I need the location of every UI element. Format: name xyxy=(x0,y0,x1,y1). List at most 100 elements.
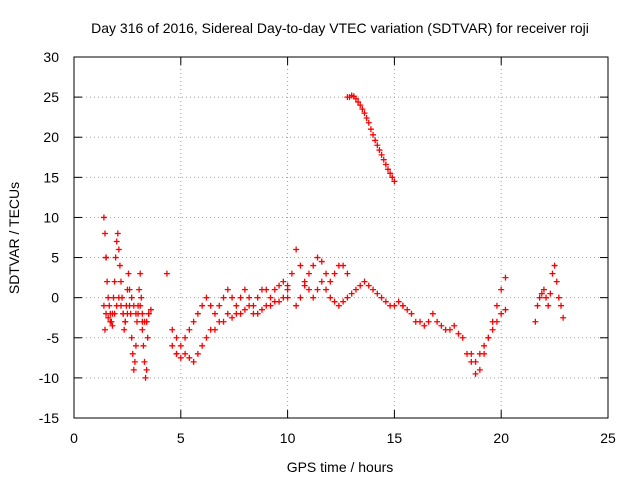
data-point xyxy=(139,326,146,333)
data-point xyxy=(116,262,123,269)
data-point xyxy=(258,306,265,313)
series-high-arc xyxy=(344,92,398,185)
data-point xyxy=(331,298,338,305)
data-point xyxy=(131,358,138,365)
data-point xyxy=(395,298,402,305)
data-point xyxy=(136,286,143,293)
data-point xyxy=(498,286,505,293)
data-point xyxy=(203,334,210,341)
data-point xyxy=(237,310,244,317)
data-point xyxy=(110,294,117,301)
series-late-evening xyxy=(532,262,567,325)
data-point xyxy=(323,286,330,293)
data-point xyxy=(145,310,152,317)
data-point xyxy=(540,286,547,293)
data-point xyxy=(352,286,359,293)
series-midday-upper-arc xyxy=(293,254,351,309)
data-point xyxy=(446,326,453,333)
data-point xyxy=(327,294,334,301)
series-outliers xyxy=(101,254,180,357)
y-tick-label: 25 xyxy=(43,89,59,105)
data-point xyxy=(101,326,108,333)
series-midday-loops xyxy=(284,246,406,309)
data-point xyxy=(472,358,479,365)
data-point xyxy=(100,214,107,221)
data-point xyxy=(404,306,411,313)
data-point xyxy=(105,314,112,321)
data-point xyxy=(297,294,304,301)
data-point xyxy=(113,238,120,245)
data-point xyxy=(194,310,201,317)
data-point xyxy=(310,262,317,269)
data-point xyxy=(538,290,545,297)
y-tick-label: -5 xyxy=(47,330,60,346)
data-point xyxy=(109,322,116,329)
grid xyxy=(74,57,608,418)
data-point xyxy=(318,278,325,285)
data-point xyxy=(493,318,500,325)
data-point xyxy=(137,270,144,277)
data-point xyxy=(455,330,462,337)
data-point xyxy=(502,306,509,313)
data-point xyxy=(280,278,287,285)
data-point xyxy=(305,286,312,293)
x-tick-label: 10 xyxy=(280,430,296,446)
data-point xyxy=(173,334,180,341)
data-point xyxy=(190,318,197,325)
data-point xyxy=(421,322,428,329)
data-point xyxy=(489,326,496,333)
data-point xyxy=(111,278,118,285)
data-point xyxy=(357,282,364,289)
data-point xyxy=(211,310,218,317)
data-point xyxy=(144,334,151,341)
data-point xyxy=(132,342,139,349)
data-point xyxy=(229,294,236,301)
data-point xyxy=(382,161,389,168)
data-point xyxy=(134,318,141,325)
data-point xyxy=(408,310,415,317)
data-point xyxy=(553,278,560,285)
data-point xyxy=(140,342,147,349)
data-point xyxy=(199,302,206,309)
data-point xyxy=(241,306,248,313)
data-point xyxy=(555,294,562,301)
data-point xyxy=(163,270,170,277)
data-point xyxy=(101,230,108,237)
data-point xyxy=(224,286,231,293)
data-point xyxy=(340,298,347,305)
data-point xyxy=(276,282,283,289)
data-point xyxy=(128,294,135,301)
data-point xyxy=(365,119,372,126)
data-point xyxy=(314,254,321,261)
data-point xyxy=(177,342,184,349)
data-point xyxy=(194,350,201,357)
data-point xyxy=(190,358,197,365)
data-point xyxy=(451,322,458,329)
data-point xyxy=(438,322,445,329)
data-point xyxy=(220,318,227,325)
data-point xyxy=(372,137,379,144)
data-point xyxy=(472,370,479,377)
data-point xyxy=(186,326,193,333)
data-point xyxy=(106,302,113,309)
series-afternoon-rise xyxy=(468,306,509,365)
data-point xyxy=(384,166,391,173)
data-point xyxy=(361,278,368,285)
data-point xyxy=(389,174,396,181)
data-point xyxy=(139,310,146,317)
data-point xyxy=(355,98,362,105)
data-point xyxy=(363,114,370,121)
data-point xyxy=(293,246,300,253)
data-point xyxy=(114,230,121,237)
data-point xyxy=(543,294,550,301)
data-point xyxy=(211,326,218,333)
data-point xyxy=(549,270,556,277)
y-tick-label: 15 xyxy=(43,169,59,185)
data-point xyxy=(374,290,381,297)
data-point xyxy=(327,278,334,285)
data-point xyxy=(137,302,144,309)
data-point xyxy=(378,294,385,301)
data-point xyxy=(115,294,122,301)
data-point xyxy=(547,290,554,297)
y-tick-label: -10 xyxy=(39,370,59,386)
